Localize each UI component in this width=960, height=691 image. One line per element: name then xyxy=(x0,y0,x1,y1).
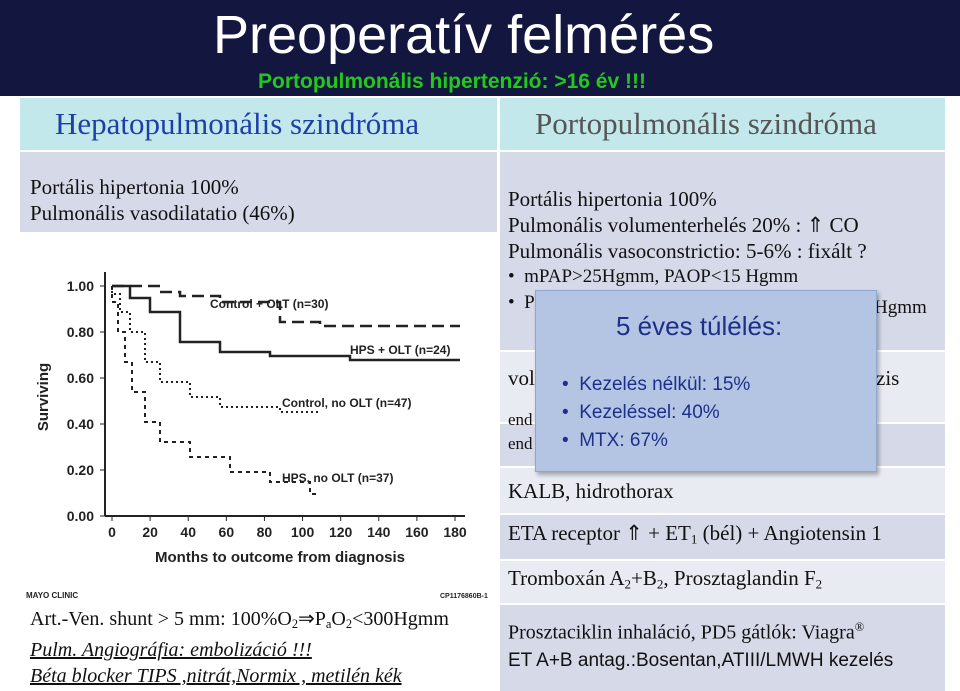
left-heading-bg xyxy=(20,98,497,150)
text: ⇑ xyxy=(806,213,825,237)
text: ⇑ xyxy=(625,521,643,545)
text: ETA receptor xyxy=(508,521,626,545)
right-heading: Portopulmonális szindróma xyxy=(535,106,877,141)
text: +B xyxy=(631,566,657,590)
curve-label: HPS, no OLT (n=37) xyxy=(282,471,393,485)
left-heading: Hepatopulmonális szindróma xyxy=(55,106,420,141)
text: ® xyxy=(854,620,865,634)
y-tick-label: 0.20 xyxy=(67,462,94,478)
text: Portális hipertonia 100% xyxy=(508,187,717,211)
text: a xyxy=(325,617,332,632)
text: Pulmonális vasodilatatio (46%) xyxy=(30,201,295,225)
left-footer: Art.-Ven. shunt > 5 mm: 100%O2⇒PaO2<300H… xyxy=(30,606,449,689)
text: P xyxy=(524,292,535,313)
title: Preoperatív felmérés xyxy=(213,5,715,65)
text: 2 xyxy=(345,617,353,632)
text: end xyxy=(508,410,533,429)
x-tick-label: 140 xyxy=(367,524,391,540)
text: Art.-Ven. shunt > 5 mm: 100%O xyxy=(30,608,292,630)
text: ET A+B antag.:Bosentan,ATIII/LMWH kezelé… xyxy=(508,650,894,671)
logo: MAYO CLINIC xyxy=(26,591,78,600)
right-intro: Portális hipertonia 100% Pulmonális volu… xyxy=(508,187,867,313)
text: Prosztaciklin inhaláció, PD5 gátlók: Via… xyxy=(508,620,864,645)
text: MTX: 67% xyxy=(579,430,668,451)
text: 2 xyxy=(624,576,632,592)
text: , Prosztaglandin F xyxy=(663,566,816,590)
y-tick-label: 1.00 xyxy=(67,278,94,294)
left-intro: Portális hipertonia 100% Pulmonális vasod… xyxy=(30,174,295,226)
row-bg xyxy=(500,515,945,559)
y-tick-label: 0.80 xyxy=(67,324,94,340)
x-tick-label: 160 xyxy=(405,524,429,540)
text: 1 xyxy=(690,531,698,547)
text: 2 xyxy=(291,617,299,632)
y-tick-label: 0.40 xyxy=(67,416,94,432)
code: CP1176860B-1 xyxy=(440,593,488,600)
text: ETA receptor ⇑ + ET1 (bél) + Angiotensin… xyxy=(508,521,882,547)
text: <300Hgmm xyxy=(352,608,449,630)
callout-title: 5 éves túlélés: xyxy=(616,311,783,341)
text: ⇒P xyxy=(298,608,326,630)
title-bar xyxy=(0,0,960,96)
text: Prosztaciklin inhaláció, PD5 gátlók: Via… xyxy=(508,621,855,644)
x-tick-label: 80 xyxy=(257,524,273,540)
y-tick-label: 0.00 xyxy=(67,508,94,524)
text: CO xyxy=(824,213,859,237)
text: 2 xyxy=(656,576,664,592)
text: Pulm. Angiográfia: embolizáció !!! xyxy=(30,639,312,662)
text: 2 xyxy=(815,576,823,592)
text: Pulmonális volumenterhelés 20% : xyxy=(508,213,807,237)
curve-label: HPS + OLT (n=24) xyxy=(350,343,450,357)
text: end xyxy=(508,434,533,453)
text: Portális hipertonia 100% xyxy=(30,175,239,199)
right-heading-bg xyxy=(500,98,945,150)
callout-list: • Kezelés nélkül: 15% • Kezeléssel: 40% … xyxy=(562,374,751,451)
text: Tromboxán A xyxy=(508,566,625,590)
row-bg xyxy=(500,468,945,513)
x-tick-label: 100 xyxy=(291,524,315,540)
text: Hgmm xyxy=(874,297,927,318)
row-bg xyxy=(500,561,945,603)
text: Béta blocker TIPS ,nitrát,Normix , metil… xyxy=(30,665,402,688)
text: Kezelés nélkül: 15% xyxy=(579,374,751,395)
x-tick-label: 120 xyxy=(329,524,353,540)
x-tick-label: 20 xyxy=(142,524,158,540)
text: Art.-Ven. shunt > 5 mm: 100%O2⇒PaO2<300H… xyxy=(30,606,449,637)
row-bg xyxy=(500,605,945,691)
x-tick-label: 60 xyxy=(219,524,235,540)
y-tick-label: 0.60 xyxy=(67,370,94,386)
x-tick-label: 0 xyxy=(108,524,116,540)
curve-label: Control + OLT (n=30) xyxy=(210,297,328,311)
text: Tromboxán A2+B2, Prosztaglandin F2 xyxy=(508,566,822,592)
text: Kezeléssel: 40% xyxy=(579,402,720,423)
text: mPAP>25Hgmm, PAOP<15 Hgmm xyxy=(524,266,799,287)
text: + ET xyxy=(642,521,691,545)
text: O xyxy=(331,608,346,630)
text: vol xyxy=(508,366,535,390)
x-tick-label: 40 xyxy=(180,524,196,540)
text: (bél) + Angiotensin 1 xyxy=(697,521,882,545)
text: KALB, hidrothorax xyxy=(508,479,674,503)
x-label: Months to outcome from diagnosis xyxy=(155,549,405,566)
curve-label: Control, no OLT (n=47) xyxy=(282,396,411,410)
callout: 5 éves túlélés: • Kezelés nélkül: 15% • … xyxy=(535,290,877,472)
text: Pulmonális vasoconstrictio: 5-6% : fixál… xyxy=(508,239,867,263)
text: zis xyxy=(876,366,900,390)
text: Pulmonális volumenterhelés 20% : ⇑ CO xyxy=(508,212,867,238)
subtitle: Portopulmonális hipertenzió: >16 év !!! xyxy=(258,70,646,93)
survival-chart: 1.00 0.80 0.60 0.40 0.20 0.00 0 20 40 60 80 100 120 1… xyxy=(20,232,500,606)
x-tick-label: 180 xyxy=(443,524,467,540)
left-intro-bg xyxy=(20,152,497,232)
y-label: Surviving xyxy=(35,363,52,431)
